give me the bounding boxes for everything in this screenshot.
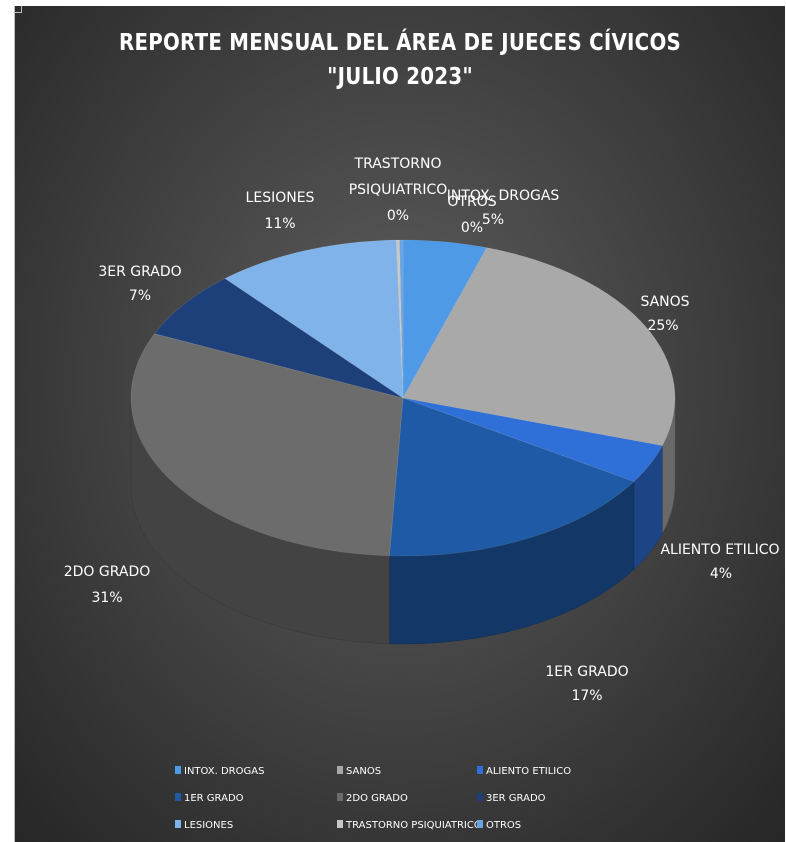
legend: INTOX. DROGAS SANOS ALIENTO ETILICO 1ER GRA… (175, 766, 571, 831)
data-labels: INTOX. DROGAS 5% SANOS 25% ALIENTO ETILICO 4%… (64, 156, 780, 704)
data-label-2do-grado: 2DO GRADO (64, 564, 151, 580)
legend-swatch-lesiones (175, 820, 181, 828)
pie-slice-lesiones (224, 239, 404, 399)
pie-slices (130, 239, 676, 557)
data-label-trastorno-percent: 0% (387, 208, 409, 224)
data-label-percent-2do-grado: 31% (91, 590, 122, 606)
corner-gridline (15, 6, 22, 13)
data-label-trastorno-line2: PSIQUIATRICO (349, 182, 448, 198)
data-label-otros: OTROS (447, 194, 496, 210)
data-label-percent-1er-grado: 17% (571, 688, 602, 704)
legend-label-lesiones: LESIONES (184, 820, 233, 831)
data-label-1er-grado: 1ER GRADO (545, 664, 628, 680)
legend-label-1er-grado: 1ER GRADO (184, 793, 244, 804)
legend-swatch-sanos (337, 766, 343, 774)
data-label-percent-lesiones: 11% (264, 216, 295, 232)
pie-slice-sanos (402, 247, 676, 447)
legend-label-intox-drogas: INTOX. DROGAS (184, 766, 264, 777)
data-label-sanos: SANOS (640, 294, 689, 310)
data-label-trastorno-line1: TRASTORNO (354, 156, 442, 172)
legend-label-2do-grado: 2DO GRADO (346, 793, 408, 804)
data-label-3er-grado: 3ER GRADO (98, 264, 181, 280)
pie-slice-aliento-etilico (402, 397, 663, 482)
legend-swatch-intox-drogas (175, 766, 181, 774)
legend-swatch-3er-grado (477, 793, 483, 801)
legend-swatch-1er-grado (175, 793, 181, 801)
legend-swatch-2do-grado (337, 793, 343, 801)
data-label-percent-otros: 0% (461, 220, 483, 236)
legend-label-3er-grado: 3ER GRADO (486, 793, 546, 804)
legend-label-otros: OTROS (486, 820, 521, 831)
pie-slice-otros (399, 239, 404, 399)
chart-subtitle: "JULIO 2023" (327, 64, 473, 90)
pie-side-walls (130, 397, 676, 645)
data-label-percent-aliento-etilico: 4% (710, 566, 732, 582)
legend-label-aliento-etilico: ALIENTO ETILICO (486, 766, 571, 777)
pie-slice-1er-grado (389, 397, 635, 557)
legend-label-trastorno-psiquiatrico: TRASTORNO PSIQUIATRICO (345, 820, 482, 831)
legend-swatch-aliento-etilico (477, 766, 483, 774)
data-label-percent-3er-grado: 7% (129, 288, 151, 304)
chart-frame: REPORTE MENSUAL DEL ÁREA DE JUECES CÍVIC… (14, 6, 785, 842)
pie-slice-trastorno-psiquiatrico (395, 239, 404, 399)
pie-slice-intox-drogas (402, 239, 488, 400)
data-label-aliento-etilico: ALIENTO ETILICO (660, 542, 779, 558)
chart-title: REPORTE MENSUAL DEL ÁREA DE JUECES CÍVIC… (118, 30, 682, 56)
legend-label-sanos: SANOS (346, 766, 381, 777)
data-label-percent-intox-drogas: 5% (482, 212, 504, 228)
data-label-percent-sanos: 25% (647, 318, 678, 334)
pie-chart: INTOX. DROGAS 5% SANOS 25% ALIENTO ETILICO 4%… (64, 156, 780, 831)
legend-swatch-trastorno-psiquiatrico (337, 820, 343, 828)
pie-slice-2do-grado (130, 333, 404, 557)
data-label-lesiones: LESIONES (246, 190, 315, 206)
data-label-intox-drogas: INTOX. DROGAS (447, 188, 560, 204)
pie-slice-3er-grado (154, 278, 404, 399)
legend-swatch-otros (477, 820, 483, 828)
